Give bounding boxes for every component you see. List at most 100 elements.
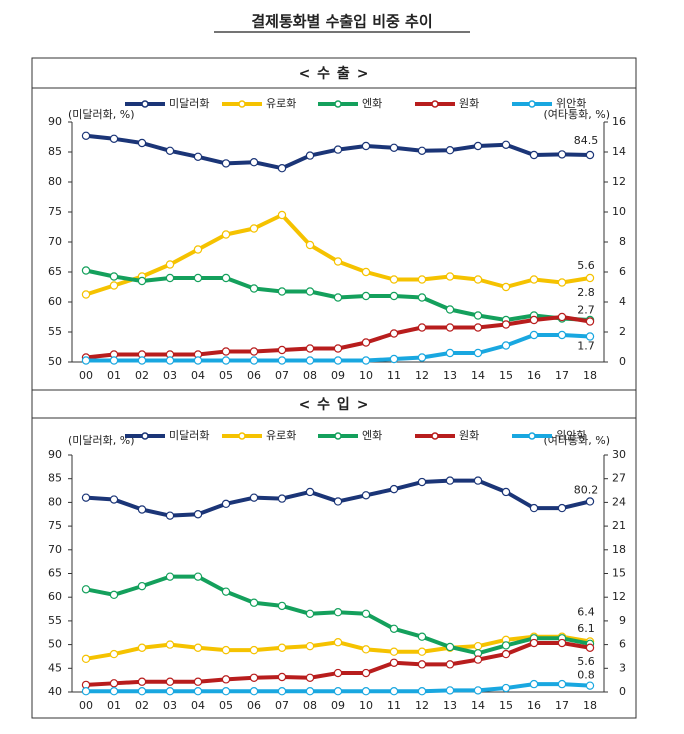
data-point: [333, 356, 343, 365]
data-point: [81, 131, 91, 140]
data-point: [389, 624, 399, 634]
y-tick-label: 50: [48, 638, 62, 651]
data-point: [305, 344, 315, 353]
data-point: [529, 275, 539, 284]
data-point: [305, 673, 315, 682]
legend-label: 위안화: [556, 97, 586, 110]
data-point: [137, 138, 147, 148]
x-tick-label: 12: [415, 699, 429, 712]
data-point: [249, 356, 259, 365]
data-point: [557, 503, 567, 513]
data-point: [445, 272, 455, 281]
data-point: [557, 278, 567, 287]
data-point: [585, 643, 595, 652]
legend-marker: [431, 100, 439, 108]
y-tick-label: 70: [48, 543, 62, 556]
legend-marker: [141, 100, 149, 108]
value-label: 2.8: [577, 286, 595, 299]
data-point: [109, 679, 119, 688]
data-point: [529, 638, 539, 648]
x-tick-label: 18: [583, 699, 597, 712]
data-point: [333, 668, 343, 678]
data-point: [417, 647, 427, 656]
x-tick-label: 13: [443, 369, 457, 382]
data-point: [221, 159, 231, 168]
legend-marker: [528, 432, 536, 440]
data-point: [81, 585, 91, 594]
data-point: [361, 491, 371, 500]
x-tick-label: 02: [135, 699, 149, 712]
data-point: [305, 641, 315, 651]
data-point: [333, 145, 343, 154]
data-point: [417, 477, 427, 487]
data-point: [81, 266, 91, 275]
data-point: [165, 687, 175, 696]
data-point: [529, 150, 539, 160]
data-point: [277, 163, 287, 173]
y2-axis-label: (여타통화, %): [543, 108, 610, 121]
panel-title: < 수 출 >: [299, 65, 370, 82]
legend-label: 유로화: [266, 97, 296, 110]
y2-tick-label: 27: [612, 472, 626, 485]
data-point: [389, 143, 399, 152]
legend-label: 원화: [459, 429, 479, 442]
legend-marker: [431, 432, 439, 440]
x-tick-label: 04: [191, 699, 205, 712]
y2-axis-label: (여타통화, %): [543, 434, 610, 447]
y2-tick-label: 14: [612, 145, 626, 158]
value-label: 80.2: [574, 483, 599, 496]
data-point: [305, 287, 315, 296]
data-point: [109, 495, 119, 504]
y2-tick-label: 21: [612, 519, 626, 532]
frame: [31, 57, 637, 719]
x-tick-label: 09: [331, 369, 345, 382]
data-point: [221, 645, 231, 655]
data-point: [361, 645, 371, 654]
data-point: [165, 677, 175, 686]
legend-label: 엔화: [362, 97, 382, 110]
x-tick-label: 05: [219, 699, 233, 712]
data-point: [473, 323, 483, 332]
data-point: [445, 686, 455, 695]
y2-tick-label: 2: [619, 325, 626, 338]
y2-tick-label: 30: [612, 448, 626, 461]
data-point: [585, 273, 595, 283]
y-tick-label: 85: [48, 472, 62, 485]
data-point: [389, 647, 399, 656]
x-tick-label: 08: [303, 369, 317, 382]
value-label: 5.6: [577, 655, 595, 668]
y2-tick-label: 0: [619, 685, 626, 698]
data-point: [249, 493, 259, 502]
value-label: 6.1: [577, 622, 595, 635]
x-tick-label: 11: [387, 699, 401, 712]
data-point: [557, 330, 567, 340]
data-point: [501, 487, 511, 497]
data-point: [473, 476, 483, 485]
data-point: [137, 276, 147, 286]
data-point: [501, 683, 511, 693]
value-label: 5.6: [577, 259, 595, 272]
data-point: [193, 677, 203, 686]
y-axis-label: (미달러화, %): [68, 108, 135, 121]
y2-tick-label: 3: [619, 661, 626, 674]
data-point: [501, 282, 511, 292]
legend-marker: [141, 432, 149, 440]
data-point: [109, 356, 119, 365]
data-point: [389, 329, 399, 338]
data-point: [109, 590, 119, 600]
data-point: [109, 272, 119, 281]
data-point: [277, 643, 287, 652]
data-point: [193, 572, 203, 581]
data-point: [473, 311, 483, 320]
data-point: [249, 157, 259, 167]
data-point: [165, 356, 175, 365]
data-point: [81, 290, 91, 299]
y-tick-label: 80: [48, 175, 62, 188]
panel-title: < 수 입 >: [299, 397, 370, 413]
data-point: [389, 658, 399, 667]
value-label: 84.5: [574, 134, 599, 147]
data-point: [445, 476, 455, 485]
data-point: [165, 260, 175, 269]
data-point: [333, 608, 343, 617]
